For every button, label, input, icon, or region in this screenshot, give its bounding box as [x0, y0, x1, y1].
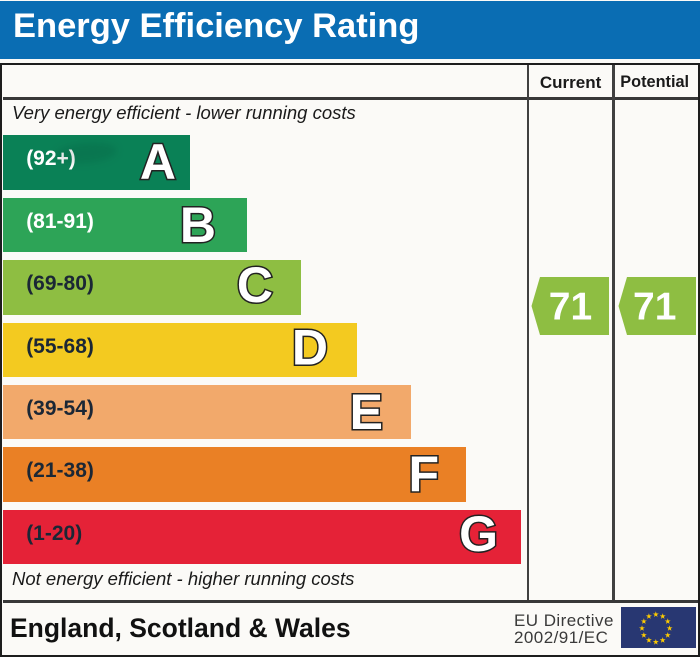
svg-text:E: E	[350, 385, 383, 440]
svg-text:G: G	[459, 510, 498, 562]
svg-text:A: A	[140, 135, 176, 190]
svg-text:F: F	[408, 447, 439, 502]
svg-text:B: B	[179, 198, 215, 253]
svg-text:71: 71	[548, 285, 591, 328]
svg-text:71: 71	[633, 285, 676, 328]
svg-text:C: C	[236, 260, 272, 313]
svg-text:D: D	[291, 323, 327, 376]
